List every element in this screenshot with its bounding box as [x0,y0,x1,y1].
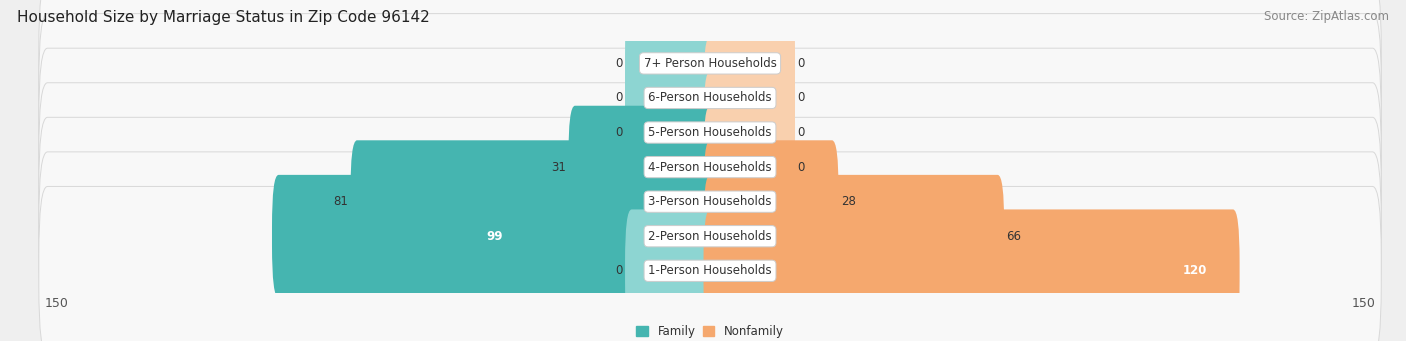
Text: 81: 81 [333,195,349,208]
Text: 0: 0 [616,264,623,277]
Text: 4-Person Households: 4-Person Households [648,161,772,174]
FancyBboxPatch shape [626,36,717,159]
FancyBboxPatch shape [39,187,1381,341]
Text: 99: 99 [486,230,502,243]
FancyBboxPatch shape [350,140,717,263]
FancyBboxPatch shape [703,71,794,194]
FancyBboxPatch shape [626,2,717,125]
Text: 28: 28 [841,195,856,208]
Text: 0: 0 [616,126,623,139]
Text: 0: 0 [797,126,804,139]
FancyBboxPatch shape [39,117,1381,286]
FancyBboxPatch shape [703,36,794,159]
FancyBboxPatch shape [703,106,794,228]
Text: 0: 0 [797,57,804,70]
FancyBboxPatch shape [39,152,1381,321]
FancyBboxPatch shape [626,209,717,332]
FancyBboxPatch shape [39,83,1381,251]
FancyBboxPatch shape [39,14,1381,182]
Text: 0: 0 [797,161,804,174]
Text: 2-Person Households: 2-Person Households [648,230,772,243]
Text: 0: 0 [616,57,623,70]
FancyBboxPatch shape [568,106,717,228]
Text: Household Size by Marriage Status in Zip Code 96142: Household Size by Marriage Status in Zip… [17,10,430,25]
Text: 120: 120 [1182,264,1206,277]
Text: 1-Person Households: 1-Person Households [648,264,772,277]
FancyBboxPatch shape [703,140,838,263]
Text: 6-Person Households: 6-Person Households [648,91,772,104]
FancyBboxPatch shape [703,209,1240,332]
Text: 5-Person Households: 5-Person Households [648,126,772,139]
FancyBboxPatch shape [626,71,717,194]
Text: 3-Person Households: 3-Person Households [648,195,772,208]
Text: 0: 0 [797,91,804,104]
FancyBboxPatch shape [703,2,794,125]
Text: 66: 66 [1007,230,1021,243]
FancyBboxPatch shape [39,48,1381,217]
FancyBboxPatch shape [271,175,717,298]
FancyBboxPatch shape [703,175,1004,298]
Text: Source: ZipAtlas.com: Source: ZipAtlas.com [1264,10,1389,23]
Text: 0: 0 [616,91,623,104]
FancyBboxPatch shape [39,0,1381,148]
Legend: Family, Nonfamily: Family, Nonfamily [631,321,789,341]
Text: 7+ Person Households: 7+ Person Households [644,57,776,70]
Text: 31: 31 [551,161,567,174]
